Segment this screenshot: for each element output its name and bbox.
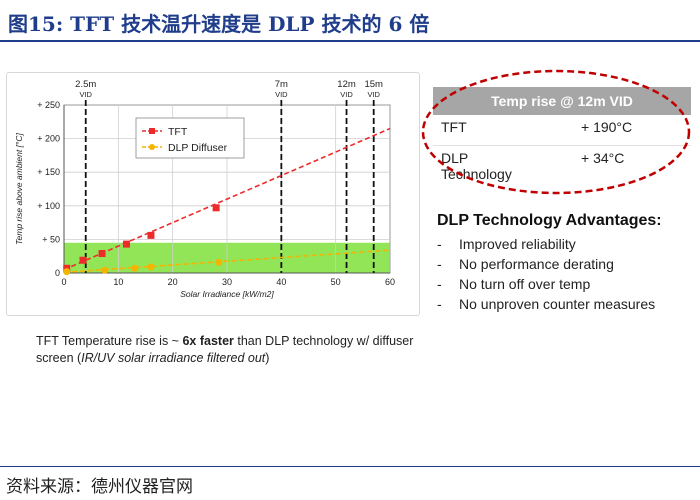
y-tick-label: + 100 bbox=[37, 201, 60, 211]
legend-marker bbox=[149, 128, 155, 134]
x-tick-label: 30 bbox=[222, 277, 232, 287]
legend-box bbox=[135, 117, 245, 159]
list-item: - No unproven counter measures bbox=[437, 294, 655, 314]
data-point-dlp bbox=[63, 268, 71, 276]
y-axis-label: Temp rise above ambient [°C] bbox=[14, 132, 24, 244]
row-value: + 190°C bbox=[535, 115, 691, 146]
table-row: DLP Technology + 34°C bbox=[433, 146, 691, 187]
table-row: TFT + 190°C bbox=[433, 115, 691, 146]
advantages-list: - Improved reliability - No performance de… bbox=[437, 234, 655, 314]
chart-note: TFT Temperature rise is ~ 6x faster than… bbox=[36, 333, 416, 367]
list-dash: - bbox=[437, 296, 442, 312]
note-text-1: TFT Temperature rise is ~ bbox=[36, 334, 183, 348]
list-item: - No turn off over temp bbox=[437, 274, 655, 294]
data-point-tft bbox=[98, 250, 106, 258]
y-tick-label: + 150 bbox=[37, 167, 60, 177]
x-tick-label: 0 bbox=[61, 277, 66, 287]
list-item-text: No performance derating bbox=[459, 256, 614, 272]
list-item-text: Improved reliability bbox=[459, 236, 576, 252]
vid-marker-distance: 15m bbox=[364, 79, 383, 90]
source-note: 资料来源：德州仪器官网 bbox=[6, 477, 193, 496]
row-label: DLP Technology bbox=[441, 150, 512, 182]
legend-marker bbox=[149, 144, 155, 150]
vid-marker-distance: 12m bbox=[337, 79, 356, 90]
y-tick-label: + 200 bbox=[37, 134, 60, 144]
vid-marker-distance: 7m bbox=[275, 79, 288, 90]
list-item: - Improved reliability bbox=[437, 234, 655, 254]
list-item: - No performance derating bbox=[437, 254, 655, 274]
x-tick-label: 40 bbox=[276, 277, 286, 287]
vid-marker-vid: VID bbox=[275, 90, 288, 99]
figure-title: 图15: TFT 技术温升速度是 DLP 技术的 6 倍 bbox=[8, 12, 430, 36]
vid-marker-vid: VID bbox=[79, 90, 92, 99]
note-text-2: than DLP technology w/ diffuser screen ( bbox=[36, 334, 414, 365]
data-point-dlp bbox=[101, 266, 109, 274]
title-divider bbox=[0, 40, 700, 42]
temp-rise-table: Temp rise @ 12m VID TFT + 190°C DLP Tech… bbox=[433, 87, 691, 186]
data-point-tft bbox=[122, 240, 130, 248]
y-tick-label: + 250 bbox=[37, 100, 60, 110]
legend-label: TFT bbox=[168, 126, 188, 138]
note-italic: IR/UV solar irradiance filtered out bbox=[81, 351, 266, 365]
trend-line-dlp bbox=[63, 249, 391, 274]
vid-marker-vid: VID bbox=[340, 90, 353, 99]
source-divider bbox=[0, 466, 700, 467]
data-point-dlp bbox=[147, 263, 155, 271]
list-dash: - bbox=[437, 236, 442, 252]
row-label: TFT bbox=[433, 115, 535, 146]
x-tick-label: 20 bbox=[168, 277, 178, 287]
table-header: Temp rise @ 12m VID bbox=[433, 87, 691, 115]
legend-label: DLP Diffuser bbox=[168, 142, 228, 154]
list-item-text: No unproven counter measures bbox=[459, 296, 656, 312]
x-tick-label: 60 bbox=[385, 277, 395, 287]
note-text-3: ) bbox=[265, 351, 270, 365]
highlight-oval bbox=[421, 69, 691, 195]
x-tick-label: 10 bbox=[113, 277, 123, 287]
list-dash: - bbox=[437, 276, 442, 292]
highlight-ellipse bbox=[421, 69, 691, 195]
data-point-tft bbox=[212, 204, 220, 212]
list-dash: - bbox=[437, 256, 442, 272]
x-axis-label: Solar Irradiance [kW/m2] bbox=[180, 289, 274, 299]
y-tick-label: + 50 bbox=[42, 234, 60, 244]
vid-marker-vid: VID bbox=[367, 90, 380, 99]
temperature-rise-chart: 0 10 20 30 40 50 60 0 + 50 + 100 + 150 + 200 + 250 So… bbox=[14, 79, 395, 299]
trend-line-tft bbox=[63, 127, 391, 271]
row-value: + 34°C bbox=[581, 150, 625, 166]
advantages-heading: DLP Technology Advantages: bbox=[437, 212, 662, 229]
note-bold: 6x faster bbox=[182, 334, 234, 348]
y-tick-label: 0 bbox=[55, 268, 60, 278]
data-point-tft bbox=[79, 256, 87, 264]
data-point-tft bbox=[147, 231, 155, 239]
x-tick-label: 50 bbox=[331, 277, 341, 287]
vid-marker-distance: 2.5m bbox=[75, 79, 96, 90]
list-item-text: No turn off over temp bbox=[459, 276, 591, 292]
data-point-dlp bbox=[131, 264, 139, 272]
data-point-dlp bbox=[215, 258, 223, 266]
